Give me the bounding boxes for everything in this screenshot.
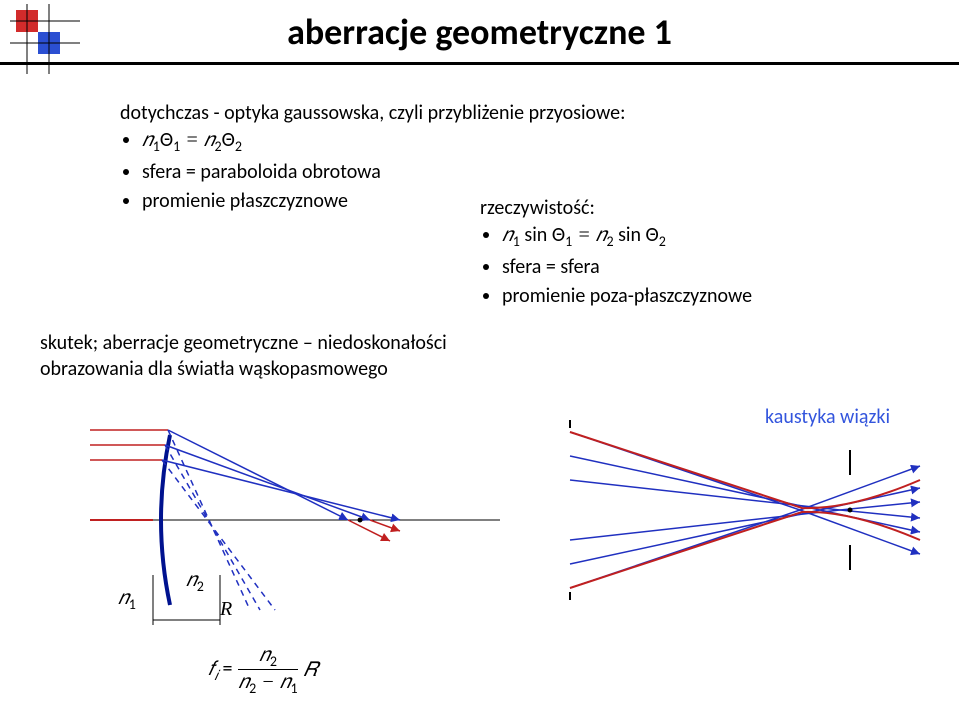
focal-formula: 𝑓𝑖 = 𝑛2 𝑛2 − 𝑛1 𝑅 bbox=[208, 645, 318, 696]
left-bullet-1: 𝑛1Θ1 = 𝑛2Θ2 bbox=[142, 127, 625, 157]
intro-text: dotychczas - optyka gaussowska, czyli pr… bbox=[120, 100, 625, 127]
slide-title: aberracje geometryczne 1 bbox=[0, 10, 959, 54]
right-content: rzeczywistość: 𝑛1 sin Θ1 = 𝑛2 sin Θ2 sfe… bbox=[480, 195, 752, 312]
n1-label: 𝑛1 bbox=[118, 586, 136, 613]
right-bullet-3: promienie poza-płaszczyznowe bbox=[502, 283, 752, 310]
skutek-text: skutek; aberracje geometryczne – niedosk… bbox=[40, 330, 447, 382]
slide: aberracje geometryczne 1 dotychczas - op… bbox=[0, 0, 959, 702]
diagram-refraction bbox=[90, 420, 510, 630]
left-bullet-2: sfera = paraboloida obrotowa bbox=[142, 159, 625, 186]
title-rule bbox=[0, 62, 959, 65]
right-bullet-2: sfera = sfera bbox=[502, 254, 752, 281]
skutek-line2: obrazowania dla światła wąskopasmowego bbox=[40, 357, 388, 381]
skutek-line1: skutek; aberracje geometryczne – niedosk… bbox=[40, 331, 447, 355]
diagram-caustic bbox=[560, 420, 930, 600]
r-label: R bbox=[220, 598, 232, 621]
n2-label: 𝑛2 bbox=[186, 568, 204, 595]
right-header: rzeczywistość: bbox=[480, 195, 752, 222]
right-bullet-1: 𝑛1 sin Θ1 = 𝑛2 sin Θ2 bbox=[502, 222, 752, 252]
